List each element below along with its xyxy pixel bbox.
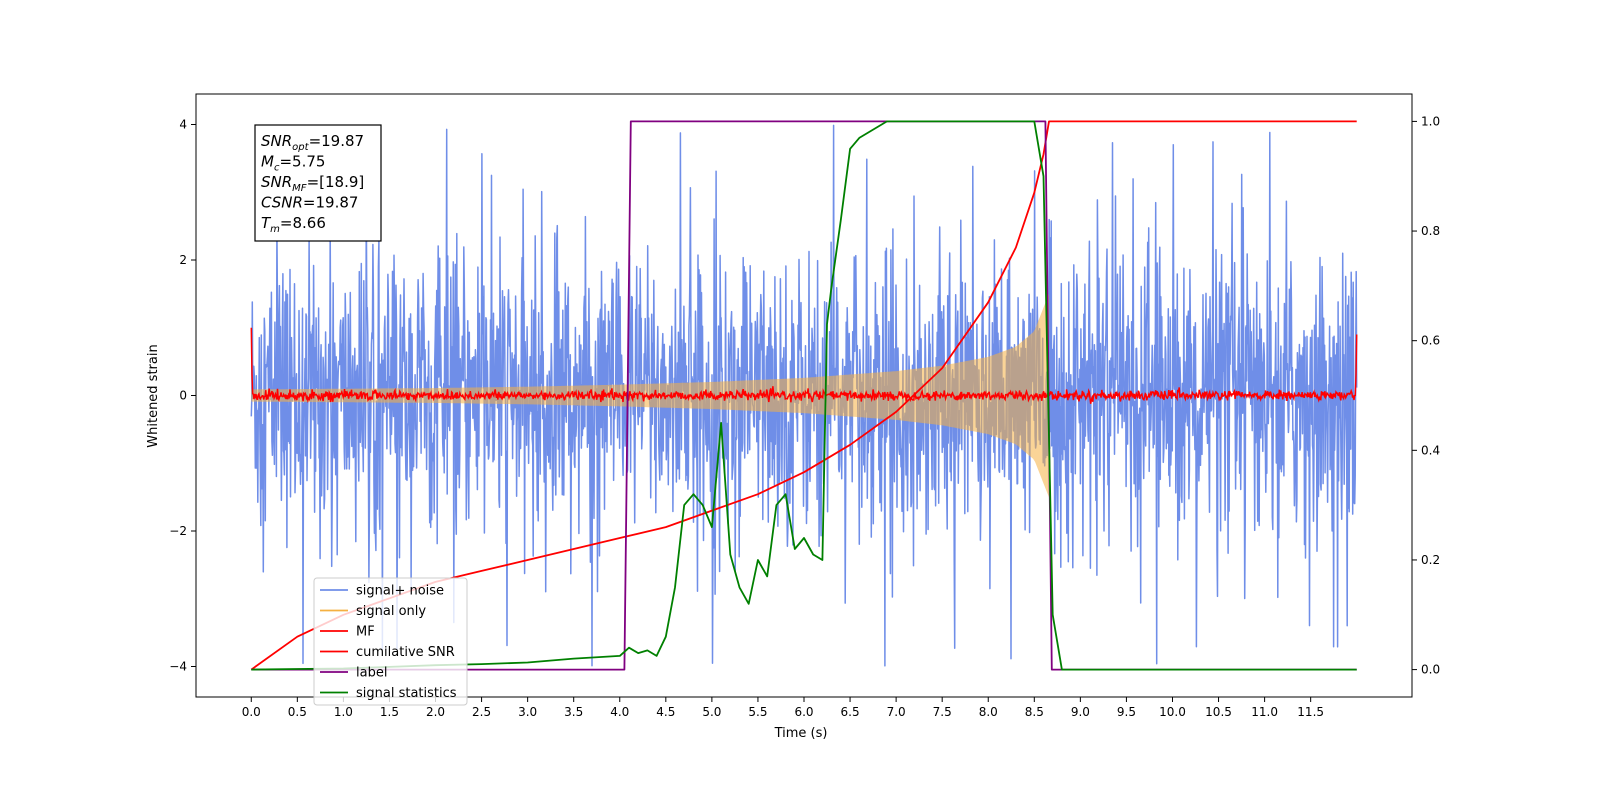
x-tick-label: 11.5 [1297, 705, 1324, 719]
annotation-line: Tm=8.66 [261, 214, 326, 235]
annotation-line: SNRopt=19.87 [261, 132, 364, 153]
y2-tick-label: 0.6 [1421, 334, 1440, 348]
x-tick-label: 1.5 [380, 705, 399, 719]
x-tick-label: 8.5 [1025, 705, 1044, 719]
x-tick-label: 0.0 [242, 705, 261, 719]
x-axis-label: Time (s) [774, 726, 828, 741]
x-tick-label: 3.0 [518, 705, 537, 719]
legend-label: label [356, 666, 387, 681]
x-tick-label: 4.0 [610, 705, 629, 719]
x-tick-label: 10.5 [1205, 705, 1232, 719]
x-tick-label: 3.5 [564, 705, 583, 719]
x-tick-label: 1.0 [334, 705, 353, 719]
y-axis-right: 0.0 0.2 0.4 0.6 0.8 1.0 [1412, 114, 1440, 677]
legend-label: signal only [356, 604, 426, 619]
x-tick-label: 7.5 [933, 705, 952, 719]
y2-tick-label: 0.0 [1421, 663, 1440, 677]
x-tick-label: 0.5 [288, 705, 307, 719]
annotation-line: CSNR=19.87 [261, 194, 358, 212]
y2-tick-label: 0.8 [1421, 224, 1440, 238]
legend: signal+ noise signal only MF cumilative SNR… [313, 577, 468, 706]
x-tick-label: 6.5 [841, 705, 860, 719]
annotation-line: Mc=5.75 [261, 153, 325, 174]
x-tick-label: 10.0 [1159, 705, 1186, 719]
x-tick-label: 9.5 [1117, 705, 1136, 719]
x-tick-label: 8.0 [979, 705, 998, 719]
x-tick-label: 7.0 [887, 705, 906, 719]
y2-tick-label: 0.2 [1421, 553, 1440, 567]
x-axis: 0.0 0.5 1.0 1.5 2.0 2.5 3.0 3.5 4.0 4.5 5.0 5.5 6.0 6… [242, 697, 1324, 719]
x-tick-label: 11.0 [1251, 705, 1278, 719]
y-tick-label: 0 [179, 389, 187, 403]
y-axis-left: −4 −2 0 2 4 [169, 117, 196, 674]
annotation-box: SNRopt=19.87Mc=5.75SNRMF=[18.9]CSNR=19.8… [254, 124, 382, 242]
x-tick-label: 9.0 [1071, 705, 1090, 719]
annotation-frame [254, 124, 382, 242]
y2-tick-label: 1.0 [1421, 114, 1440, 128]
x-tick-label: 4.5 [656, 705, 675, 719]
y-tick-label: 2 [179, 253, 187, 267]
x-tick-label: 2.5 [472, 705, 491, 719]
legend-frame [313, 577, 468, 706]
legend-label: cumilative SNR [356, 645, 455, 660]
y-tick-label: −4 [169, 660, 187, 674]
y-tick-label: −2 [169, 524, 187, 538]
x-tick-label: 6.0 [794, 705, 813, 719]
y-axis-label: Whitened strain [146, 344, 161, 447]
x-tick-label: 5.0 [702, 705, 721, 719]
legend-label: signal+ noise [356, 584, 444, 599]
series-line-signal-statistics [251, 120, 1357, 671]
series-line-mf [250, 327, 1358, 404]
legend-label: signal statistics [356, 686, 457, 701]
legend-label: MF [356, 625, 375, 640]
x-tick-label: 2.0 [426, 705, 445, 719]
annotation-line: SNRMF=[18.9] [261, 173, 364, 194]
x-tick-label: 5.5 [748, 705, 767, 719]
y2-tick-label: 0.4 [1421, 443, 1440, 457]
y-tick-label: 4 [179, 117, 187, 131]
